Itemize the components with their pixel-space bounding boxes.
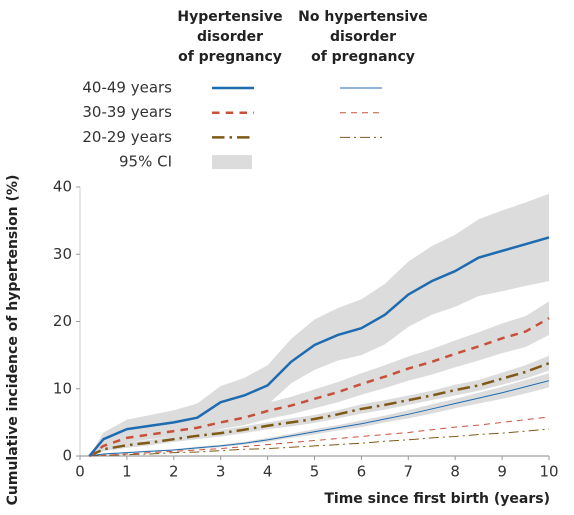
y-axis-title: Cumulative incidence of hypertension (%) [5,175,21,506]
ci-band [89,301,549,456]
y-tick-label: 40 [53,178,72,196]
ci-band [89,355,549,456]
y-tick-label: 10 [53,379,72,397]
legend-row-label: 95% CI [119,153,172,171]
x-axis-title: Time since first birth (years) [324,491,550,507]
x-tick-label: 8 [450,463,460,481]
y-tick-label: 0 [62,447,72,465]
series-line [88,236,550,457]
x-tick-label: 7 [404,463,414,481]
x-tick-label: 9 [497,463,507,481]
series-line [89,428,550,457]
series-line [89,380,550,457]
x-tick-label: 1 [122,463,132,481]
legend-column-header: Hypertensive [177,9,282,25]
legend-row-label: 40-49 years [82,79,172,97]
y-tick-label: 30 [53,245,72,263]
legend-column-header: of pregnancy [178,49,282,65]
legend-row-label: 20-29 years [82,128,172,146]
legend-column-header: disorder [330,29,396,45]
x-tick-label: 2 [169,463,179,481]
series-line [89,416,550,457]
legend-column-header: of pregnancy [311,49,415,65]
x-tick-label: 3 [216,463,226,481]
y-tick-label: 20 [53,312,72,330]
x-tick-label: 6 [357,463,367,481]
ci-band [89,193,549,456]
series-line [88,317,550,458]
series-line [88,362,550,458]
legend-column-header: No hypertensive [298,9,428,25]
x-tick-label: 0 [75,463,85,481]
x-tick-label: 4 [263,463,273,481]
legend-column-header: disorder [197,29,263,45]
legend-ci-swatch [212,155,252,170]
x-tick-label: 5 [310,463,320,481]
x-tick-label: 10 [539,463,558,481]
legend-row-label: 30-39 years [82,103,172,121]
